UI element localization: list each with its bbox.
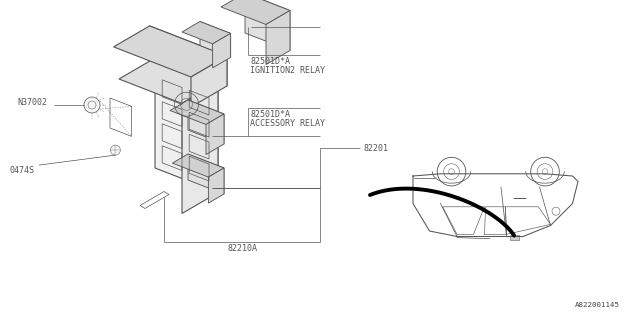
Circle shape bbox=[437, 157, 466, 186]
Polygon shape bbox=[510, 236, 518, 240]
Text: 0474S: 0474S bbox=[9, 166, 34, 175]
Circle shape bbox=[111, 145, 120, 155]
Polygon shape bbox=[209, 168, 224, 203]
Circle shape bbox=[531, 157, 559, 186]
Polygon shape bbox=[200, 21, 230, 57]
Text: 82501D*A: 82501D*A bbox=[250, 57, 290, 66]
Text: ACCESSORY RELAY: ACCESSORY RELAY bbox=[250, 119, 325, 128]
Polygon shape bbox=[119, 58, 218, 103]
Text: N37002: N37002 bbox=[17, 98, 47, 107]
Polygon shape bbox=[188, 154, 224, 194]
Polygon shape bbox=[170, 100, 224, 124]
Polygon shape bbox=[266, 11, 290, 65]
Polygon shape bbox=[150, 26, 227, 86]
Polygon shape bbox=[221, 0, 290, 25]
Text: A822001145: A822001145 bbox=[575, 302, 620, 308]
Polygon shape bbox=[245, 0, 290, 51]
Polygon shape bbox=[182, 21, 230, 44]
Circle shape bbox=[84, 97, 100, 113]
Text: 82210A: 82210A bbox=[227, 244, 257, 253]
Text: IGNITION2 RELAY: IGNITION2 RELAY bbox=[250, 66, 325, 75]
Polygon shape bbox=[182, 83, 218, 213]
Text: 82501D*A: 82501D*A bbox=[250, 110, 290, 119]
Polygon shape bbox=[188, 100, 224, 144]
Polygon shape bbox=[172, 154, 224, 177]
Polygon shape bbox=[155, 58, 218, 193]
Polygon shape bbox=[206, 114, 224, 155]
Text: 82201: 82201 bbox=[363, 143, 388, 153]
Polygon shape bbox=[212, 33, 230, 68]
Polygon shape bbox=[191, 56, 227, 107]
Polygon shape bbox=[114, 26, 227, 77]
